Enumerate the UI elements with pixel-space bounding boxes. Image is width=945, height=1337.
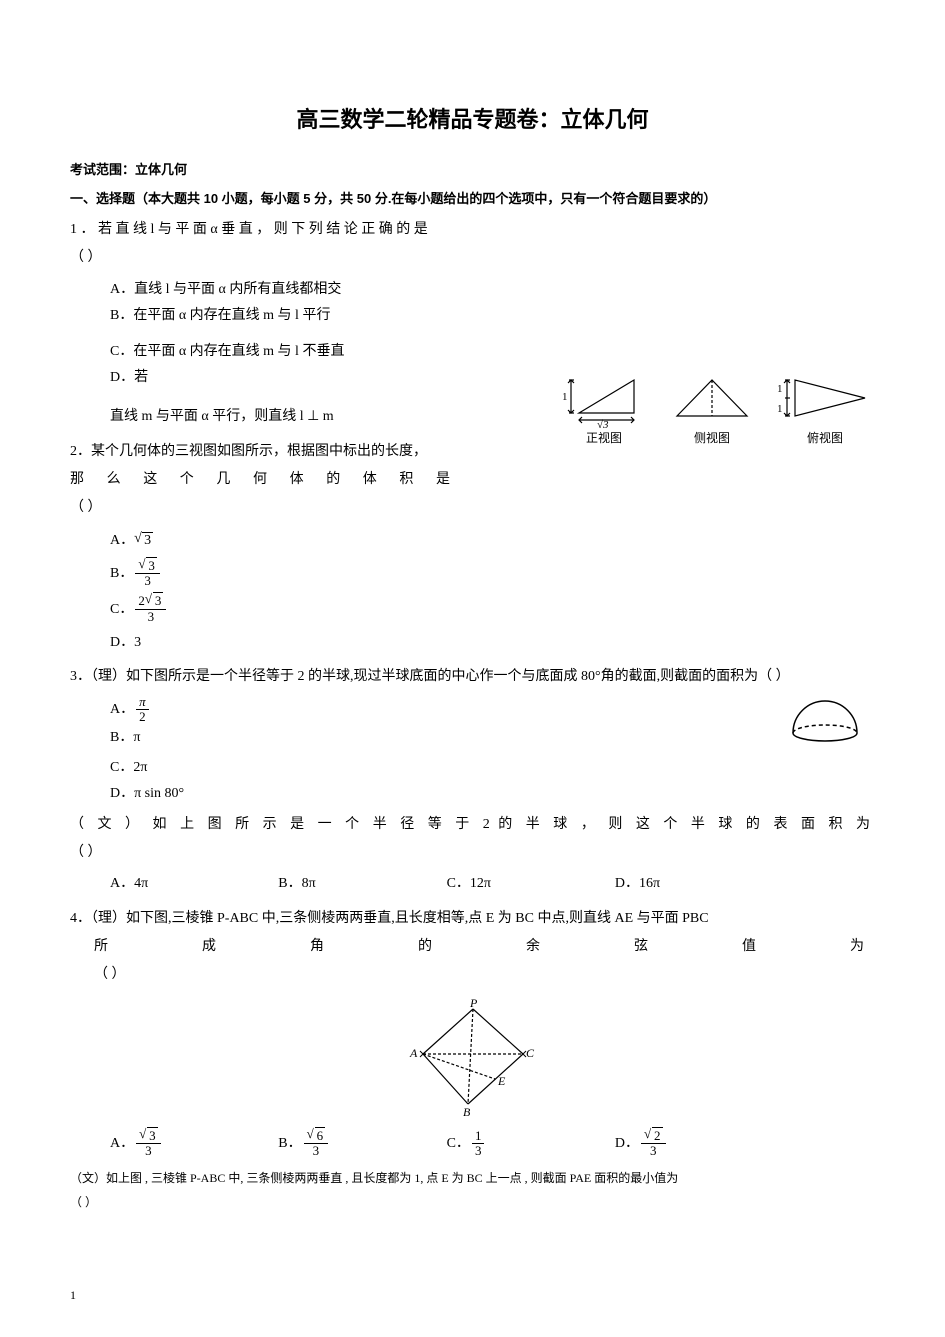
question-3: 3．（理）如下图所示是一个半径等于 2 的半球,现过半球底面的中心作一个与底面成… bbox=[70, 663, 875, 897]
top-view: 1 1 俯视图 bbox=[775, 368, 875, 450]
q4-li-option-c: C． 13 bbox=[447, 1129, 615, 1159]
dim-1-top-b: 1 bbox=[777, 403, 783, 415]
q3-wen-option-d: D．16π bbox=[615, 871, 783, 897]
hemisphere-svg bbox=[785, 693, 865, 748]
q4-li-text-line3: （ ） bbox=[94, 961, 875, 989]
q4-li-option-b: B． 63 bbox=[278, 1129, 446, 1159]
q3-li-option-d: D．π sin 80° bbox=[110, 781, 477, 807]
label-p: P bbox=[469, 999, 478, 1010]
q4-li-text-line2: 所 成 角 的 余 弦 值 为 bbox=[94, 933, 864, 961]
q3-wen-text-line2: （ ） bbox=[70, 839, 875, 867]
top-view-svg: 1 1 bbox=[775, 368, 875, 428]
front-view: 1 √3 正视图 bbox=[559, 368, 649, 450]
q1-text-line2: （ ） bbox=[70, 244, 875, 272]
section-header: 一、选择题（本大题共 10 小题，每小题 5 分，共 50 分.在每小题给出的四… bbox=[70, 187, 875, 210]
front-view-svg: 1 √3 bbox=[559, 368, 649, 428]
q2-option-c: C． 233 bbox=[110, 594, 875, 624]
q1-option-b: B．在平面 α 内存在直线 m 与 l 平行 bbox=[110, 302, 477, 328]
side-view-label: 侧视图 bbox=[694, 428, 730, 450]
dim-1: 1 bbox=[562, 391, 568, 403]
q2-text-line2: 那 么 这 个 几 何 体 的 体 积 是 bbox=[70, 466, 450, 494]
q1-option-c: C．在平面 α 内存在直线 m 与 l 不垂直 bbox=[110, 338, 477, 364]
page-title: 高三数学二轮精品专题卷：立体几何 bbox=[70, 100, 875, 140]
q2-text-line3: （ ） bbox=[70, 494, 470, 522]
label-b: B bbox=[463, 1105, 471, 1119]
q3-wen-option-c: C．12π bbox=[447, 871, 615, 897]
side-view-svg bbox=[667, 368, 757, 428]
dim-1-top-a: 1 bbox=[777, 383, 783, 395]
q3-wen-option-b: B．8π bbox=[278, 871, 446, 897]
pyramid-svg: P A C B E bbox=[398, 999, 548, 1119]
q3-li-option-c: C．2π bbox=[110, 755, 477, 781]
label-a: A bbox=[409, 1046, 418, 1060]
q3-wen-option-a: A．4π bbox=[110, 871, 278, 897]
label-c: C bbox=[526, 1046, 535, 1060]
q2-option-d: D．3 bbox=[110, 630, 875, 655]
q2-option-a: A． 3 bbox=[110, 528, 875, 553]
q2-text-line1: 2．某个几何体的三视图如图所示，根据图中标出的长度， bbox=[70, 438, 470, 466]
exam-scope: 考试范围：立体几何 bbox=[70, 158, 875, 181]
question-4: 4．（理）如下图,三棱锥 P-ABC 中,三条侧棱两两垂直,且长度相等,点 E … bbox=[70, 905, 875, 1215]
question-2: 1 √3 正视图 侧视图 bbox=[70, 438, 875, 656]
pyramid-figure: P A C B E bbox=[70, 999, 875, 1119]
page-number: 1 bbox=[70, 1285, 76, 1307]
side-view: 侧视图 bbox=[667, 368, 757, 450]
dim-sqrt3: √3 bbox=[597, 419, 609, 428]
three-views-figure: 1 √3 正视图 侧视图 bbox=[559, 368, 875, 450]
q4-li-option-d: D． 23 bbox=[615, 1129, 783, 1159]
label-e: E bbox=[497, 1074, 506, 1088]
q1-text-line1: 1 ． 若 直 线 l 与 平 面 α 垂 直 ， 则 下 列 结 论 正 确 … bbox=[70, 216, 875, 244]
q1-option-d-pre: D．若 bbox=[110, 364, 477, 390]
q4-wen-text2: （ ） bbox=[70, 1190, 875, 1214]
front-view-label: 正视图 bbox=[586, 428, 622, 450]
q2-option-b: B． 33 bbox=[110, 559, 875, 589]
q4-wen-text: （文）如上图 , 三棱锥 P-ABC 中, 三条侧棱两两垂直 , 且长度都为 1… bbox=[70, 1166, 875, 1190]
top-view-label: 俯视图 bbox=[807, 428, 843, 450]
q4-li-option-a: A． 33 bbox=[110, 1129, 278, 1159]
q1-option-a: A．直线 l 与平面 α 内所有直线都相交 bbox=[110, 276, 477, 302]
q3-wen-text-line1: （ 文 ） 如 上 图 所 示 是 一 个 半 径 等 于 2 的 半 球 ， … bbox=[70, 811, 870, 839]
hemisphere-figure bbox=[785, 693, 865, 757]
q4-li-text-line1: 4．（理）如下图,三棱锥 P-ABC 中,三条侧棱两两垂直,且长度相等,点 E … bbox=[70, 905, 875, 933]
q3-li-text: 3．（理）如下图所示是一个半径等于 2 的半球,现过半球底面的中心作一个与底面成… bbox=[70, 663, 875, 691]
q3-li-option-a: A． π2 bbox=[110, 695, 477, 725]
q3-li-option-b: B．π bbox=[110, 725, 477, 751]
